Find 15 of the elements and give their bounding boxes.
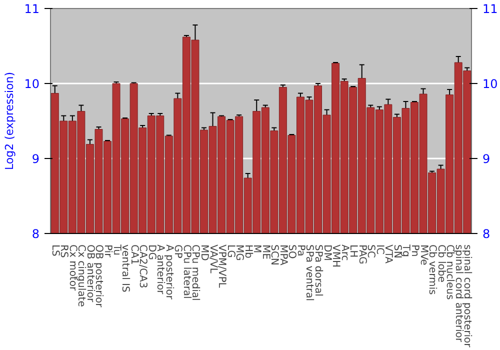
y2-tick-label: 9 <box>482 152 490 166</box>
x-tick-label: SPa dorsal <box>312 244 324 296</box>
x-tick-label: spinal cord anterior <box>452 244 464 343</box>
y2-tick-label: 11 <box>482 2 498 16</box>
x-tick-label: spinal cord posterior <box>462 244 473 348</box>
y-tick-label: 9 <box>32 152 40 166</box>
x-tick-label: Pir <box>102 244 114 258</box>
y2-tick-label: 10 <box>482 77 498 91</box>
y-tick-label: 10 <box>24 77 40 91</box>
x-tick-label: LS <box>49 244 60 256</box>
y-tick-label: 11 <box>24 2 40 16</box>
x-tick-label: CA1 <box>128 244 140 265</box>
y-axis-title: Log2 (expression) <box>3 72 16 170</box>
y2-tick-label: 8 <box>482 227 490 241</box>
y-tick-label: 8 <box>32 227 40 241</box>
